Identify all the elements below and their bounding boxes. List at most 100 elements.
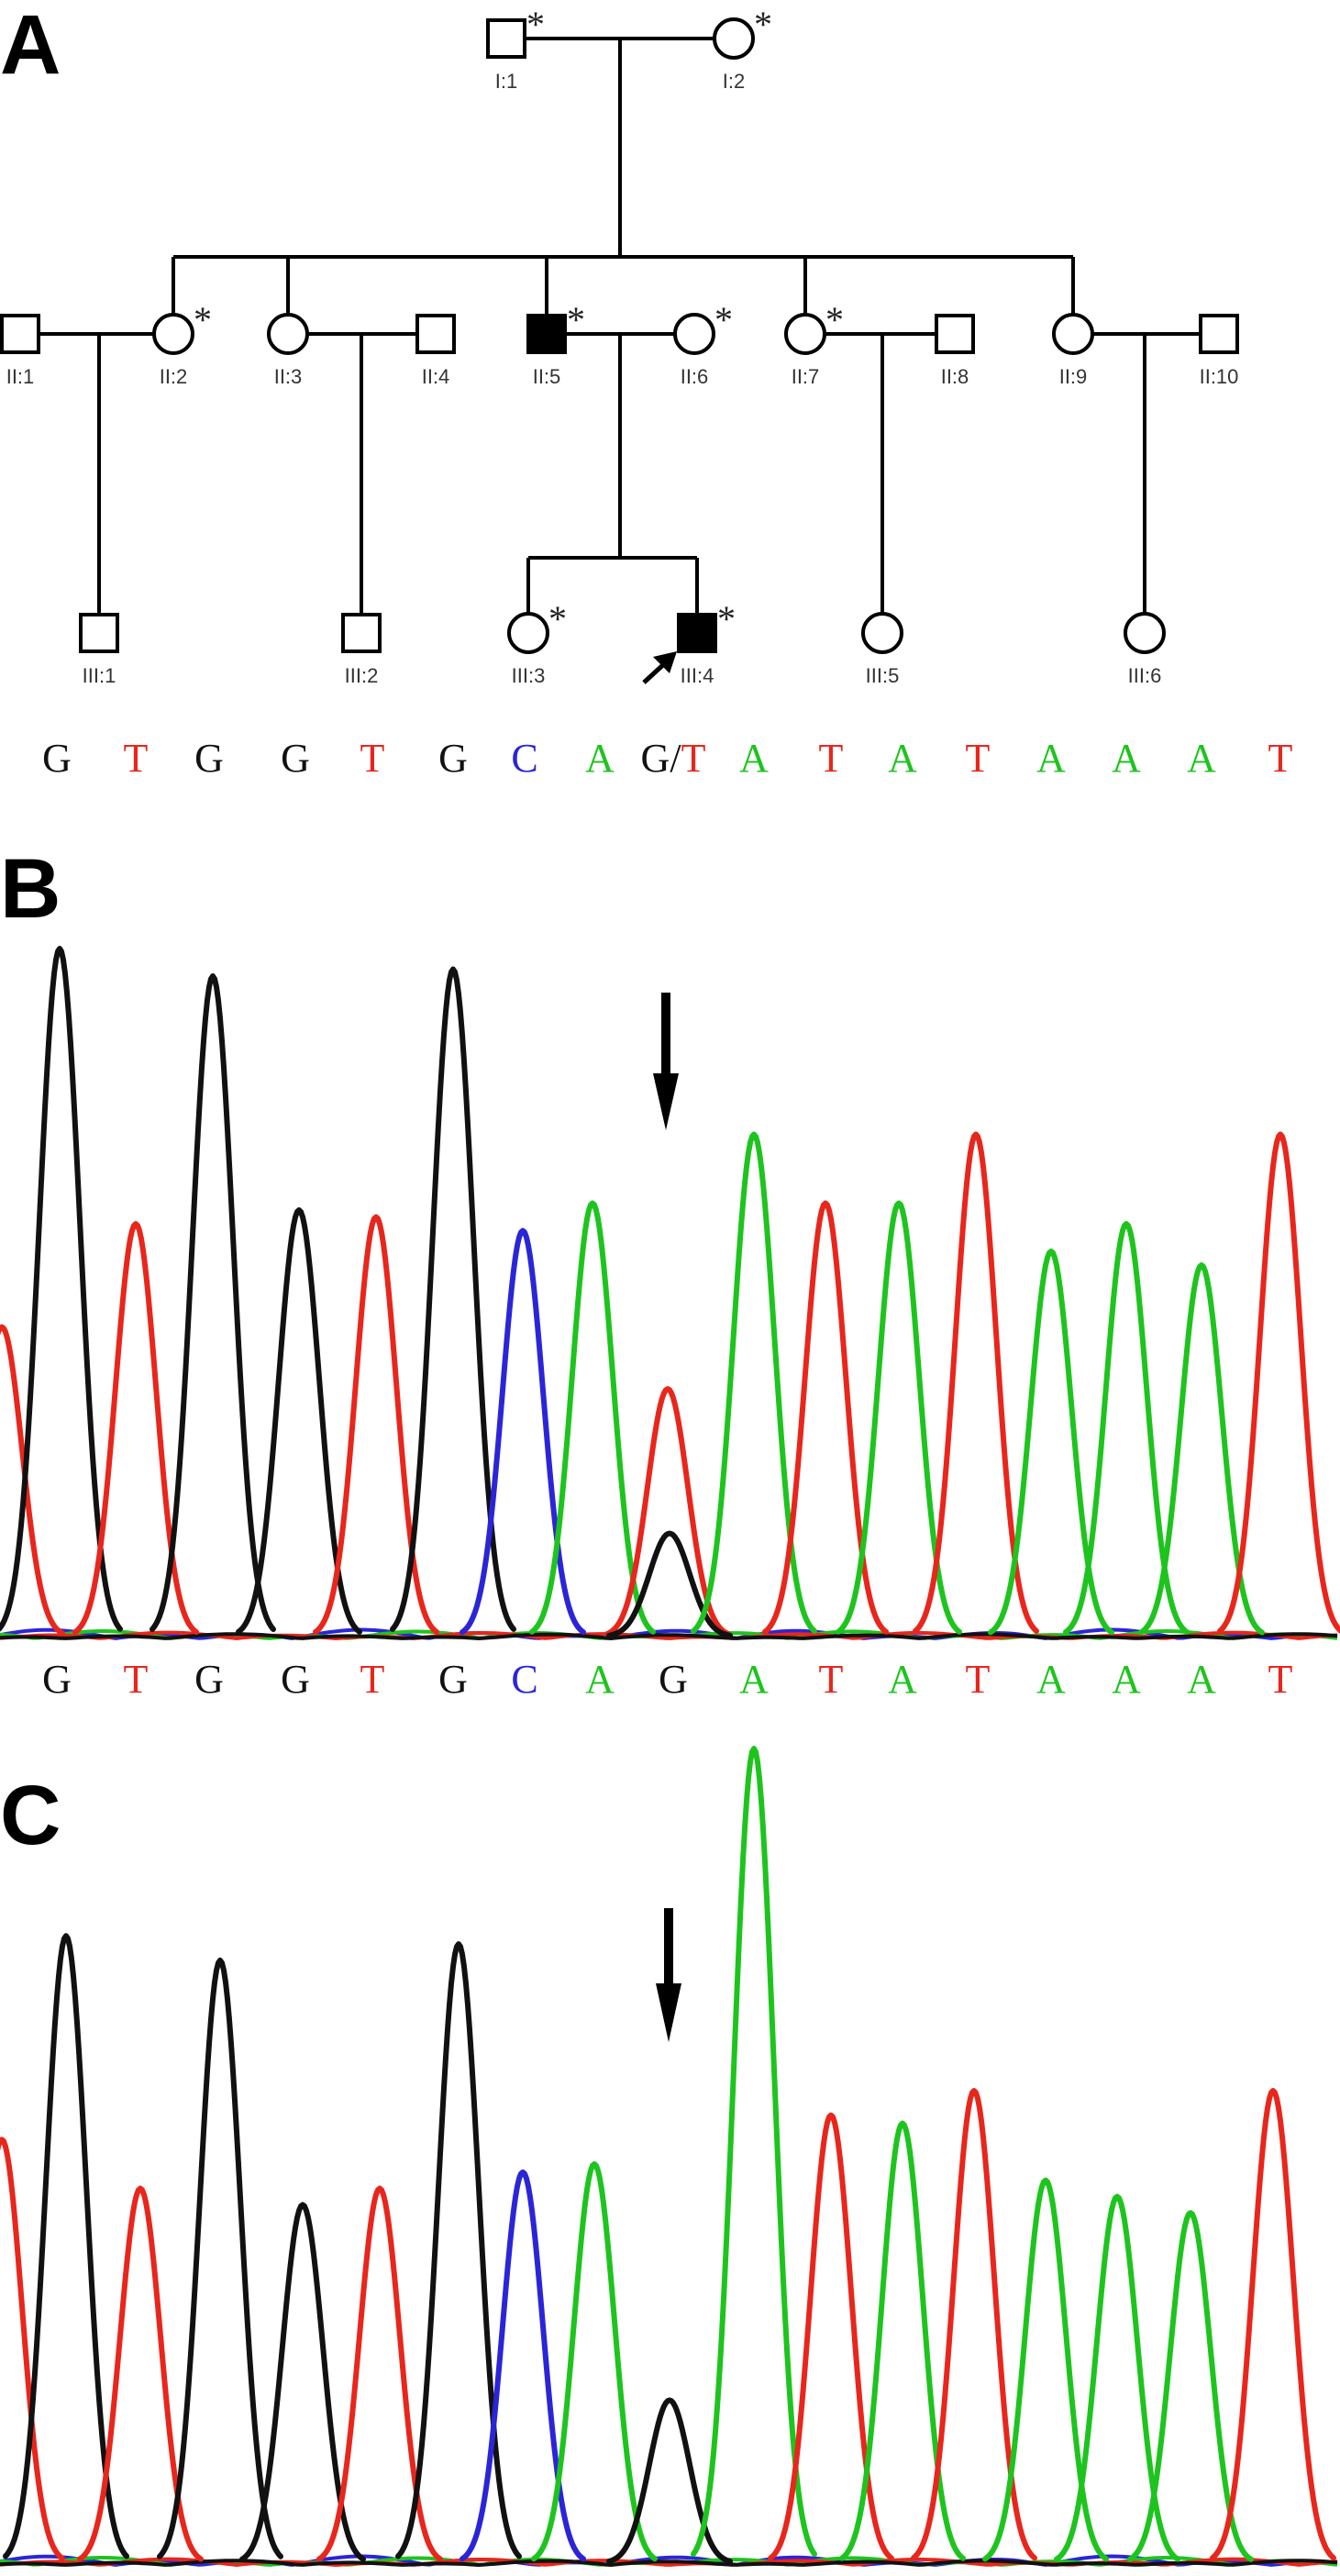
panel-a: A I:1*I:2*II:1 II xyxy=(0,0,1239,687)
female-symbol xyxy=(673,313,715,355)
base-letter: G xyxy=(42,1657,72,1702)
peak-G xyxy=(606,1530,733,1638)
base-letter: T xyxy=(819,736,844,781)
female-symbol xyxy=(861,612,903,654)
peak-A xyxy=(531,2160,658,2562)
individual-II-10: II:10 xyxy=(1199,314,1239,388)
individual-III-3: III:3 * xyxy=(507,598,567,687)
panel-letter-c: C xyxy=(0,1769,61,1862)
individual-label: III:5 xyxy=(866,664,900,687)
individual-label: II:10 xyxy=(1200,365,1239,388)
peak-A xyxy=(1054,2193,1180,2562)
individual-label: II:7 xyxy=(792,365,820,388)
peak-A xyxy=(691,1131,817,1634)
individual-label: III:2 xyxy=(345,664,379,687)
base-letter: A xyxy=(1036,736,1066,781)
peak-G xyxy=(157,1957,283,2559)
peak-T xyxy=(762,1200,889,1635)
base-letter: G xyxy=(438,736,468,781)
base-letter: T xyxy=(1268,1657,1293,1702)
sequence-row-b: G T G G T G C A G/T A T A T A A A T xyxy=(42,736,1292,781)
peak-A xyxy=(988,1249,1114,1636)
pedigree-lines xyxy=(40,37,1199,613)
peak-G xyxy=(606,2397,733,2564)
base-letter: G xyxy=(659,1657,688,1702)
male-symbol xyxy=(341,613,382,653)
peak-C xyxy=(460,2169,586,2562)
base-letter: C xyxy=(511,1657,537,1702)
mutation-arrow-b xyxy=(653,993,679,1130)
peak-A xyxy=(691,1746,817,2558)
peak-A xyxy=(982,2177,1109,2562)
panel-b: G T G G T G C A G/T A T A T A A A T B xyxy=(0,736,1340,1640)
individual-II-5: II:5 * xyxy=(526,299,585,388)
male-symbol xyxy=(486,18,526,59)
individual-II-7: II:7 * xyxy=(784,299,844,388)
peak-T xyxy=(768,2112,894,2561)
individual-label: II:8 xyxy=(941,365,969,388)
individual-II-1: II:1 xyxy=(0,314,40,388)
peak-T xyxy=(316,2185,443,2562)
base-letter: A xyxy=(739,1657,769,1702)
affected-male-symbol xyxy=(526,314,567,354)
base-letter: T xyxy=(966,736,991,781)
peak-G xyxy=(236,1207,362,1635)
individual-label: III:4 xyxy=(681,664,714,687)
base-letter: G xyxy=(438,1657,468,1702)
base-letter: A xyxy=(1187,1657,1216,1702)
individual-II-3: II:3 xyxy=(267,313,309,388)
female-symbol xyxy=(152,313,194,355)
peak-T xyxy=(72,1221,199,1635)
male-symbol xyxy=(415,314,456,354)
chromatogram-b xyxy=(0,946,1340,1640)
individual-II-2: II:2 * xyxy=(152,299,212,388)
individual-label: II:3 xyxy=(274,365,303,388)
base-letter: T xyxy=(966,1657,991,1702)
male-symbol xyxy=(0,314,40,354)
individual-label: III:3 xyxy=(512,664,546,687)
individual-III-1: III:1 xyxy=(79,613,119,687)
base-letter: A xyxy=(739,736,769,781)
individual-III-2: III:2 xyxy=(341,613,382,687)
panel-letter-b: B xyxy=(0,842,61,936)
base-letter: T xyxy=(124,1657,149,1702)
peak-A xyxy=(1063,1221,1190,1635)
individual-label: III:6 xyxy=(1128,664,1162,687)
sequenced-marker: * xyxy=(194,299,212,340)
base-letter: G xyxy=(194,736,224,781)
individual-I-1: I:1 * xyxy=(486,4,545,93)
male-symbol xyxy=(935,314,975,354)
base-letter: A xyxy=(1036,1657,1066,1702)
individual-II-4: II:4 xyxy=(415,314,456,388)
affected-male-symbol xyxy=(677,613,717,653)
individual-label: I:1 xyxy=(495,70,517,93)
peak-G xyxy=(390,966,516,1632)
base-letter: T xyxy=(124,736,149,781)
base-letter: C xyxy=(511,736,537,781)
base-letter: A xyxy=(888,1657,917,1702)
proband-arrow xyxy=(642,651,677,684)
peak-T xyxy=(1217,1131,1340,1634)
female-symbol xyxy=(784,313,826,355)
female-symbol xyxy=(267,313,309,355)
sequenced-marker: * xyxy=(548,598,567,639)
individual-I-2: I:2 * xyxy=(713,4,772,93)
individual-II-9: II:9 xyxy=(1052,313,1094,388)
mutation-arrow-c xyxy=(656,1908,681,2042)
peak-G xyxy=(239,2202,366,2562)
peak-T xyxy=(0,2137,65,2561)
base-letter: G xyxy=(281,1657,310,1702)
sequenced-marker: * xyxy=(567,299,585,340)
peak-T xyxy=(313,1214,439,1635)
individual-II-6: II:6 * xyxy=(673,299,733,388)
peak-C xyxy=(460,1227,586,1636)
individual-III-5: III:5 xyxy=(861,612,903,687)
individual-III-6: III:6 xyxy=(1124,612,1166,687)
individual-label: I:2 xyxy=(723,70,745,93)
baseline-trace xyxy=(0,2559,1338,2567)
peak-A xyxy=(1138,1262,1265,1636)
base-letter: G xyxy=(194,1657,224,1702)
sequenced-marker: * xyxy=(526,4,545,45)
sequenced-marker: * xyxy=(825,299,844,340)
